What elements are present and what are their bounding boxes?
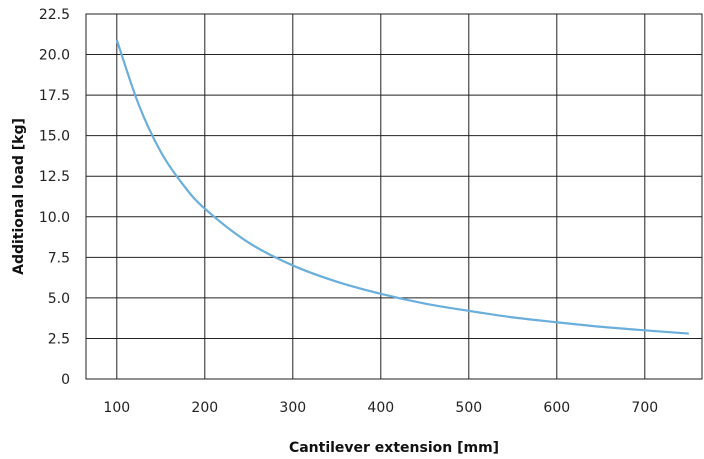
y-tick-label: 20.0 bbox=[39, 48, 70, 64]
x-tick-label: 200 bbox=[191, 400, 218, 416]
y-tick-label: 2.5 bbox=[48, 331, 70, 347]
y-axis-title: Additional load [kg] bbox=[11, 118, 27, 275]
series-line bbox=[115, 39, 689, 335]
x-tick-label: 500 bbox=[455, 400, 482, 416]
y-tick-label: 0 bbox=[61, 372, 70, 388]
x-axis-title: Cantilever extension [mm] bbox=[289, 440, 499, 456]
y-tick-label: 5.0 bbox=[48, 291, 70, 307]
x-tick-label: 300 bbox=[279, 400, 306, 416]
x-tick-label: 600 bbox=[543, 400, 570, 416]
y-tick-label: 15.0 bbox=[39, 129, 70, 145]
x-tick-label: 400 bbox=[367, 400, 394, 416]
y-tick-label: 7.5 bbox=[48, 250, 70, 266]
grid bbox=[86, 13, 702, 380]
y-tick-label: 22.5 bbox=[39, 7, 70, 23]
y-tick-label: 17.5 bbox=[39, 88, 70, 104]
y-tick-label: 12.5 bbox=[39, 169, 70, 185]
y-axis-ticks: 0 2.5 5.0 7.5 10.0 12.5 15.0 17.5 20.0 22.5 bbox=[39, 7, 70, 388]
y-tick-label: 10.0 bbox=[39, 210, 70, 226]
x-tick-label: 100 bbox=[103, 400, 130, 416]
plot-frame bbox=[85, 13, 703, 380]
x-tick-label: 700 bbox=[631, 400, 658, 416]
series-layer bbox=[115, 39, 689, 335]
x-axis-ticks: 100 200 300 400 500 600 700 bbox=[103, 400, 658, 416]
